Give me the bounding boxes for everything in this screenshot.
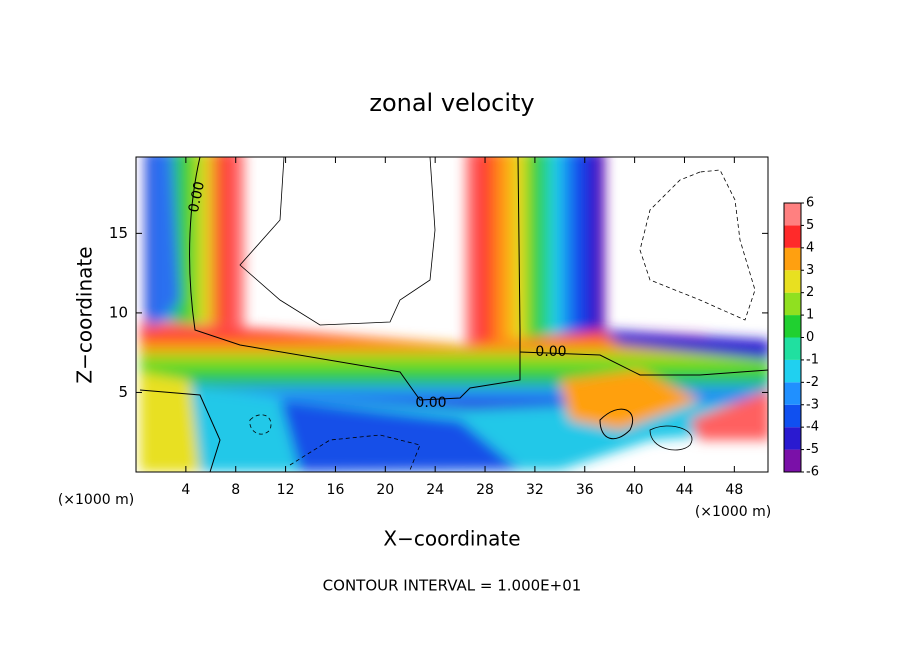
colorbar-band: [784, 404, 801, 428]
colorbar-tick-label: 6: [806, 196, 814, 211]
colorbar-band: [784, 427, 801, 450]
colorbar-tick-label: 4: [806, 240, 814, 255]
colorbar-band: [784, 337, 801, 360]
x-tick-label: 12: [277, 482, 295, 498]
x-tick-label: 4: [181, 482, 190, 498]
colorbar-band: [784, 359, 801, 383]
x-tick-label: 36: [576, 482, 594, 498]
colorbar-band: [784, 225, 801, 248]
plot-frame: [135, 156, 769, 473]
colorbar-band: [784, 292, 801, 316]
footnote: CONTOUR INTERVAL = 1.000E+01: [323, 577, 582, 595]
colorbar-tick-label: 2: [806, 285, 814, 300]
colorbar-tick-label: 3: [806, 263, 814, 278]
colorbar-tick-label: -4: [806, 420, 819, 435]
colorbar-tick-label: -3: [806, 397, 819, 412]
x-tick-label: 20: [376, 482, 394, 498]
colorbar-band: [784, 382, 801, 405]
colorbar-tick-label: 1: [806, 308, 814, 323]
colorbar-tick-label: 0: [806, 330, 814, 345]
x-tick-label: 8: [231, 482, 240, 498]
x-tick-label: 40: [626, 482, 644, 498]
y-tick-label: 15: [109, 224, 128, 242]
contour-label: 0.00: [186, 180, 208, 214]
x-axis-label: X−coordinate: [383, 527, 520, 551]
colorbar-tick-label: -1: [806, 352, 819, 367]
field: [139, 157, 768, 472]
colorbar-band: [784, 203, 801, 226]
x-tick-label: 24: [426, 482, 444, 498]
x-unit: (×1000 m): [695, 504, 771, 520]
x-tick-label: 32: [526, 482, 544, 498]
x-tick-label: 16: [327, 482, 345, 498]
colorbar-band: [784, 247, 801, 271]
x-tick-label: 28: [476, 482, 494, 498]
y-axis-label: Z−coordinate: [73, 246, 97, 383]
chart-title: zonal velocity: [369, 89, 534, 117]
y-tick-label: 10: [109, 303, 128, 321]
colorbar-tick-label: -6: [806, 465, 819, 480]
colorbar-tick-label: 5: [806, 218, 814, 233]
colorbar-band: [784, 315, 801, 338]
y-tick-label: 5: [118, 383, 128, 401]
x-tick-label: 48: [725, 482, 743, 498]
colorbar-tick-label: -2: [806, 375, 819, 390]
contour-label: 0.00: [535, 344, 566, 360]
colorbar-band: [784, 270, 801, 293]
y-unit: (×1000 m): [58, 492, 134, 508]
x-tick-label: 44: [676, 482, 694, 498]
contour-label: 0.00: [415, 395, 446, 411]
colorbar-band: [784, 449, 801, 472]
colorbar-tick-label: -5: [806, 442, 819, 457]
